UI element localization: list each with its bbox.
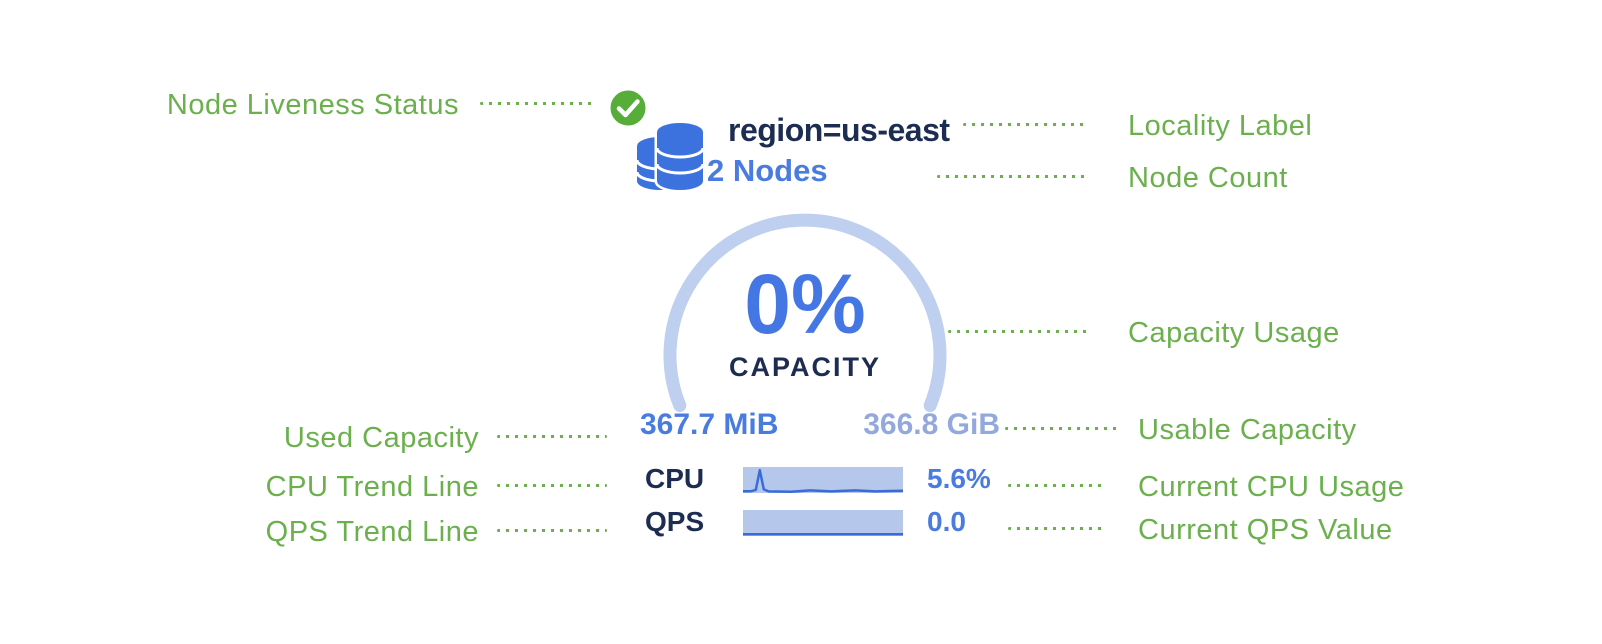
leader-current-cpu-usage <box>1008 484 1106 487</box>
used-capacity-value: 367.7 MiB <box>640 408 779 441</box>
annotation-current-cpu-usage: Current CPU Usage <box>1138 471 1405 503</box>
leader-locality-label <box>963 123 1088 126</box>
leader-node-liveness-status <box>480 102 596 105</box>
leader-usable-capacity <box>1005 427 1117 430</box>
leader-qps-trend-line <box>497 529 607 532</box>
leader-node-count <box>937 175 1089 178</box>
annotation-node-count: Node Count <box>1128 162 1288 194</box>
annotation-locality-label: Locality Label <box>1128 110 1313 142</box>
locality-label: region=us-east <box>728 112 950 148</box>
annotation-node-liveness-status: Node Liveness Status <box>166 89 459 121</box>
node-count: 2 Nodes <box>707 153 828 188</box>
annotation-current-qps-value: Current QPS Value <box>1138 514 1393 546</box>
leader-cpu-trend-line <box>497 484 607 487</box>
qps-trend-sparkline <box>743 510 903 536</box>
cpu-trend-sparkline <box>743 467 903 493</box>
leader-capacity-usage <box>948 330 1088 333</box>
leader-current-qps-value <box>1008 527 1106 530</box>
capacity-gauge-arc <box>663 213 947 413</box>
leader-used-capacity <box>497 435 607 438</box>
annotation-cpu-trend-line: CPU Trend Line <box>265 471 479 503</box>
annotation-qps-trend-line: QPS Trend Line <box>265 516 479 548</box>
annotation-capacity-usage: Capacity Usage <box>1128 317 1340 349</box>
cpu-current-value: 5.6% <box>927 463 991 494</box>
qps-current-value: 0.0 <box>927 506 966 537</box>
capacity-caption: CAPACITY <box>728 352 881 382</box>
annotation-used-capacity: Used Capacity <box>283 422 479 454</box>
capacity-gauge <box>660 200 950 416</box>
cpu-label: CPU <box>645 463 705 494</box>
usable-capacity-value: 366.8 GiB <box>863 408 1000 441</box>
database-stack-icon <box>635 120 706 193</box>
capacity-usage-percent: 0% <box>744 257 866 351</box>
qps-label: QPS <box>645 506 705 537</box>
node-liveness-check-icon <box>607 87 649 129</box>
annotation-usable-capacity: Usable Capacity <box>1138 414 1357 446</box>
